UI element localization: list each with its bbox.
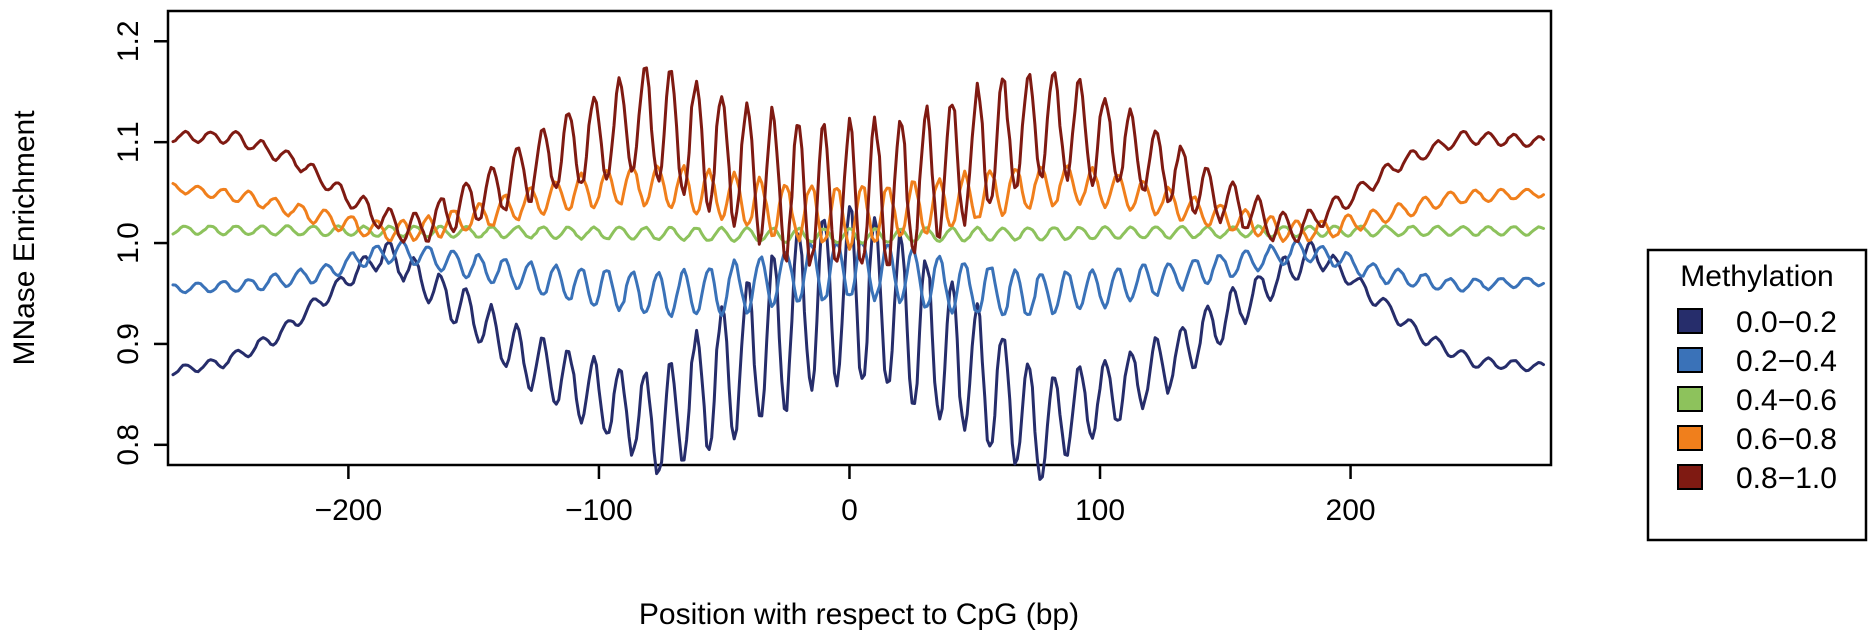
legend-label: 0.4−0.6 — [1736, 384, 1837, 417]
x-tick-label: −100 — [565, 494, 633, 527]
legend-label: 0.8−1.0 — [1736, 462, 1837, 495]
series-group — [171, 66, 1545, 481]
series-line-4 — [171, 66, 1545, 267]
y-tick-label: 0.9 — [112, 323, 145, 365]
plot-frame — [166, 9, 1553, 467]
legend: Methylation 0.0−0.2 0.2−0.4 0.4−0.6 0.6−0.8… — [1646, 248, 1868, 542]
legend-title: Methylation — [1680, 260, 1833, 293]
y-tick-label: 1.0 — [112, 222, 145, 264]
x-tick-label: −200 — [315, 494, 383, 527]
legend-swatch — [1677, 308, 1703, 334]
y-axis-title: MNase Enrichment — [8, 110, 41, 366]
y-tick-label: 0.8 — [112, 424, 145, 466]
legend-label: 0.2−0.4 — [1736, 345, 1837, 378]
legend-swatch — [1677, 347, 1703, 373]
legend-swatch — [1677, 464, 1703, 490]
legend-label: 0.6−0.8 — [1736, 423, 1837, 456]
legend-swatch — [1677, 386, 1703, 412]
x-tick-label: 100 — [1075, 494, 1125, 527]
x-tick-label: 200 — [1326, 494, 1376, 527]
x-tick-label: 0 — [841, 494, 858, 527]
legend-swatch — [1677, 425, 1703, 451]
x-axis: −200 −100 0 100 200 — [315, 465, 1376, 527]
x-axis-title: Position with respect to CpG (bp) — [639, 598, 1079, 631]
y-axis: 0.8 0.9 1.0 1.1 1.2 — [112, 20, 168, 466]
y-tick-label: 1.2 — [112, 20, 145, 62]
legend-label: 0.0−0.2 — [1736, 306, 1837, 339]
legend-items: 0.0−0.2 0.2−0.4 0.4−0.6 0.6−0.8 0.8−1.0 — [1677, 306, 1837, 495]
series-line-3 — [171, 164, 1545, 251]
y-tick-label: 1.1 — [112, 121, 145, 163]
